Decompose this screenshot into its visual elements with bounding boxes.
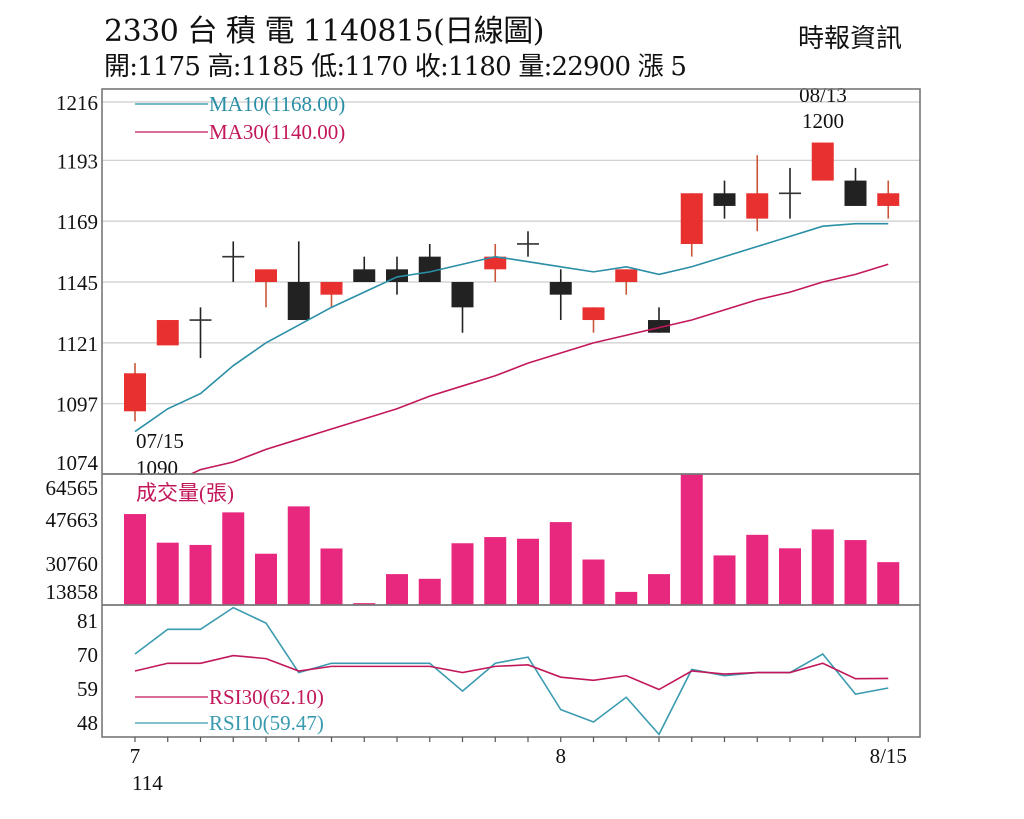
rsi-tick-label: 70 [77,643,98,667]
candle-up [877,193,900,206]
y-tick-label: 1145 [57,271,98,295]
volume-bar [549,522,572,605]
volume-bar [255,553,277,605]
x-tick-label: 8 [556,744,567,768]
volume-bar [615,591,638,605]
x-tick-label: 7 [130,744,141,768]
volume-bar [451,543,474,605]
candle-up [255,269,277,282]
volume-bar [517,538,539,605]
candle-down [353,269,376,282]
volume-bar [582,559,605,605]
candle-down [287,282,310,321]
volume-bar [353,603,376,605]
legend-label-ma10: MA10(1168.00) [209,92,345,116]
low-annotation-value: 1090 [136,456,178,480]
candle-down [451,282,474,308]
rsi30-line [134,654,889,691]
volume-tick-label: 30760 [46,552,99,576]
volume-bar [418,578,441,605]
volume-bar [844,540,867,605]
chart-frame [101,88,921,738]
volume-panel: 64565 47663 30760 13858 成交量(張) [46,474,900,605]
x-tick-label: 8/15 [870,744,907,768]
volume-bar [386,574,408,605]
y-tick-label: 1097 [56,393,98,417]
volume-title: 成交量(張) [136,481,234,505]
candle-up [124,373,146,412]
volume-bar [320,548,343,605]
volume-bar [779,548,801,605]
brand-label: 時報資訊 [798,24,903,54]
rsi-panel: 81 70 59 48 RSI30(62.10)RSI10(59.47) [77,606,889,736]
chart-title: 2330 台 積 電 1140815(日線圖) [104,14,545,49]
y-tick-label: 1169 [57,210,98,234]
rsi-tick-label: 81 [77,609,98,633]
rsi-tick-label: 59 [77,677,98,701]
candle-up [811,142,834,181]
y-tick-label: 1216 [56,91,98,115]
volume-bar [680,474,703,605]
volume-bar [287,506,310,605]
y-tick-label: 1074 [56,451,99,475]
high-annotation-value: 1200 [802,109,844,133]
low-annotation-date: 07/15 [136,429,184,453]
candle-up [484,256,507,270]
y-tick-label: 1193 [57,149,98,173]
x-year-label: 114 [132,771,163,795]
volume-bar [156,542,179,605]
candle-down [418,256,441,282]
volume-bar [124,514,146,605]
candle-up [582,307,605,321]
volume-bar [811,529,834,605]
candle-up [680,193,703,244]
price-panel: 1216 1193 1169 1145 1121 1097 1074 MA10(1168.00… [56,83,920,480]
ma10-line [134,222,889,433]
candle-down [713,193,736,206]
candle-up [320,282,343,295]
volume-bar [484,537,507,605]
volume-tick-label: 64565 [46,476,99,500]
ma30-line [189,263,889,474]
high-annotation-date: 08/13 [799,83,847,107]
volume-bar [877,562,900,605]
candle-down [844,180,867,206]
legend-label-rsi10: RSI10(59.47) [209,711,324,735]
volume-tick-label: 13858 [46,580,99,604]
candle-down [549,282,572,295]
volume-bar [189,544,212,605]
volume-tick-label: 47663 [46,508,99,532]
volume-bar [648,574,670,605]
candle-up [156,320,179,346]
ohlc-summary: 開:1175 高:1185 低:1170 收:1180 量:22900 漲 5 [104,52,687,82]
legend-label-ma30: MA30(1140.00) [209,120,345,144]
volume-bar [746,534,769,605]
y-tick-label: 1121 [57,332,98,356]
volume-bar [222,512,245,605]
legend-label-rsi30: RSI30(62.10) [209,685,324,709]
volume-bar [713,555,736,605]
rsi-tick-label: 48 [77,711,98,735]
candle-up [746,193,769,219]
candle-up [615,269,638,282]
